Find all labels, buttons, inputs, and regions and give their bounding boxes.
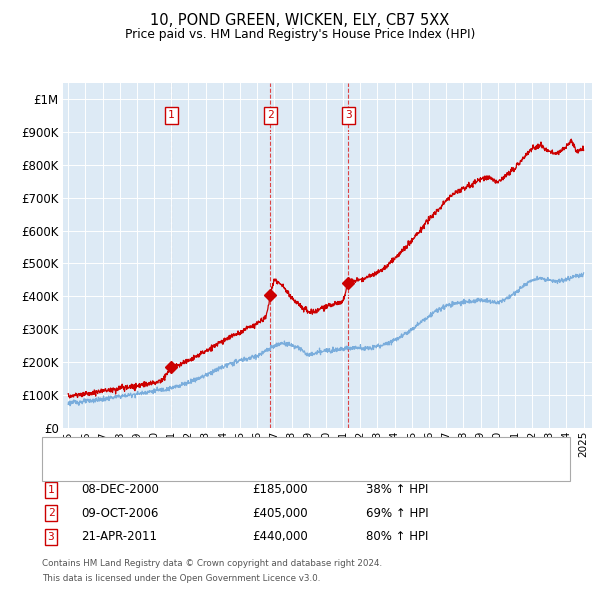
Text: 2: 2: [267, 110, 274, 120]
Text: 80% ↑ HPI: 80% ↑ HPI: [366, 530, 428, 543]
Text: 2: 2: [47, 509, 55, 518]
Text: This data is licensed under the Open Government Licence v3.0.: This data is licensed under the Open Gov…: [42, 574, 320, 583]
Text: 69% ↑ HPI: 69% ↑ HPI: [366, 507, 428, 520]
Text: 3: 3: [345, 110, 352, 120]
Text: 3: 3: [47, 532, 55, 542]
Text: 38% ↑ HPI: 38% ↑ HPI: [366, 483, 428, 496]
Text: 08-DEC-2000: 08-DEC-2000: [81, 483, 159, 496]
Text: HPI: Average price, detached house, East Cambridgeshire: HPI: Average price, detached house, East…: [79, 464, 395, 474]
Text: 1: 1: [168, 110, 175, 120]
Text: 10, POND GREEN, WICKEN, ELY, CB7 5XX: 10, POND GREEN, WICKEN, ELY, CB7 5XX: [151, 13, 449, 28]
Text: 1: 1: [47, 485, 55, 494]
Text: Contains HM Land Registry data © Crown copyright and database right 2024.: Contains HM Land Registry data © Crown c…: [42, 559, 382, 568]
Text: 09-OCT-2006: 09-OCT-2006: [81, 507, 158, 520]
Text: Price paid vs. HM Land Registry's House Price Index (HPI): Price paid vs. HM Land Registry's House …: [125, 28, 475, 41]
Text: 10, POND GREEN, WICKEN, ELY, CB7 5XX (detached house): 10, POND GREEN, WICKEN, ELY, CB7 5XX (de…: [79, 444, 403, 454]
Text: £185,000: £185,000: [252, 483, 308, 496]
Text: 21-APR-2011: 21-APR-2011: [81, 530, 157, 543]
Text: £440,000: £440,000: [252, 530, 308, 543]
Text: £405,000: £405,000: [252, 507, 308, 520]
